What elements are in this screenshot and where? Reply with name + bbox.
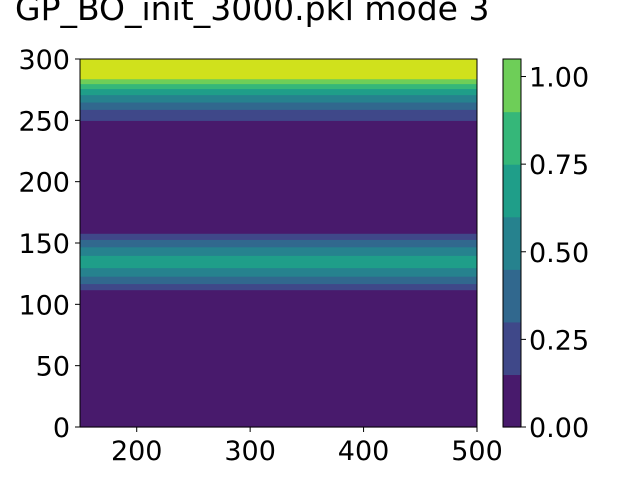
contour-band: [80, 88, 477, 96]
colorbar-level: [503, 111, 521, 165]
contour-band: [80, 83, 477, 90]
y-tick-label: 200: [18, 168, 70, 199]
chart-title: GP_BO_init_3000.pkl mode 3: [15, 0, 489, 28]
contour-band: [80, 94, 477, 103]
contour-band: [80, 246, 477, 256]
contour-band: [80, 255, 477, 269]
y-axis: 0 50 100 150 200 250 300: [18, 45, 80, 444]
colorbar-level: [503, 269, 521, 323]
colorbar-axis: 0.00 0.25 0.50 0.75 1.00: [521, 63, 589, 444]
colorbar-tick-label: 0.50: [529, 238, 589, 269]
contour-band: [80, 267, 477, 277]
contour-band: [80, 120, 477, 234]
colorbar-tick-label: 0.75: [529, 150, 589, 181]
contour-band: [80, 239, 477, 248]
y-tick-label: 100: [18, 290, 70, 321]
contour-band: [80, 78, 477, 85]
colorbar-tick-label: 0.25: [529, 325, 589, 356]
x-tick-label: 300: [224, 436, 276, 467]
contour-band: [80, 283, 477, 291]
colorbar-level: [503, 216, 521, 270]
colorbar-level: [503, 321, 521, 376]
x-tick-label: 200: [111, 436, 163, 467]
y-tick-label: 300: [18, 45, 70, 76]
x-axis: 200 300 400 500: [111, 427, 503, 467]
contour-band: [80, 276, 477, 285]
contour-band: [80, 109, 477, 121]
contour-plot-area: [80, 59, 477, 428]
y-tick-label: 150: [18, 229, 70, 260]
colorbar-tick-label: 0.00: [529, 413, 589, 444]
contour-band: [80, 101, 477, 110]
contour-band: [80, 233, 477, 240]
colorbar-tick-label: 1.00: [529, 63, 589, 94]
y-tick-label: 0: [53, 413, 70, 444]
contour-band: [80, 59, 477, 80]
y-tick-label: 250: [18, 106, 70, 137]
colorbar: [503, 59, 521, 428]
x-tick-label: 500: [451, 436, 503, 467]
colorbar-level: [503, 164, 521, 218]
contour-band: [80, 289, 477, 428]
colorbar-frame: [502, 58, 522, 428]
colorbar-level: [503, 59, 521, 113]
x-tick-label: 400: [338, 436, 390, 467]
colorbar-level: [503, 374, 521, 428]
y-tick-label: 50: [36, 352, 70, 383]
